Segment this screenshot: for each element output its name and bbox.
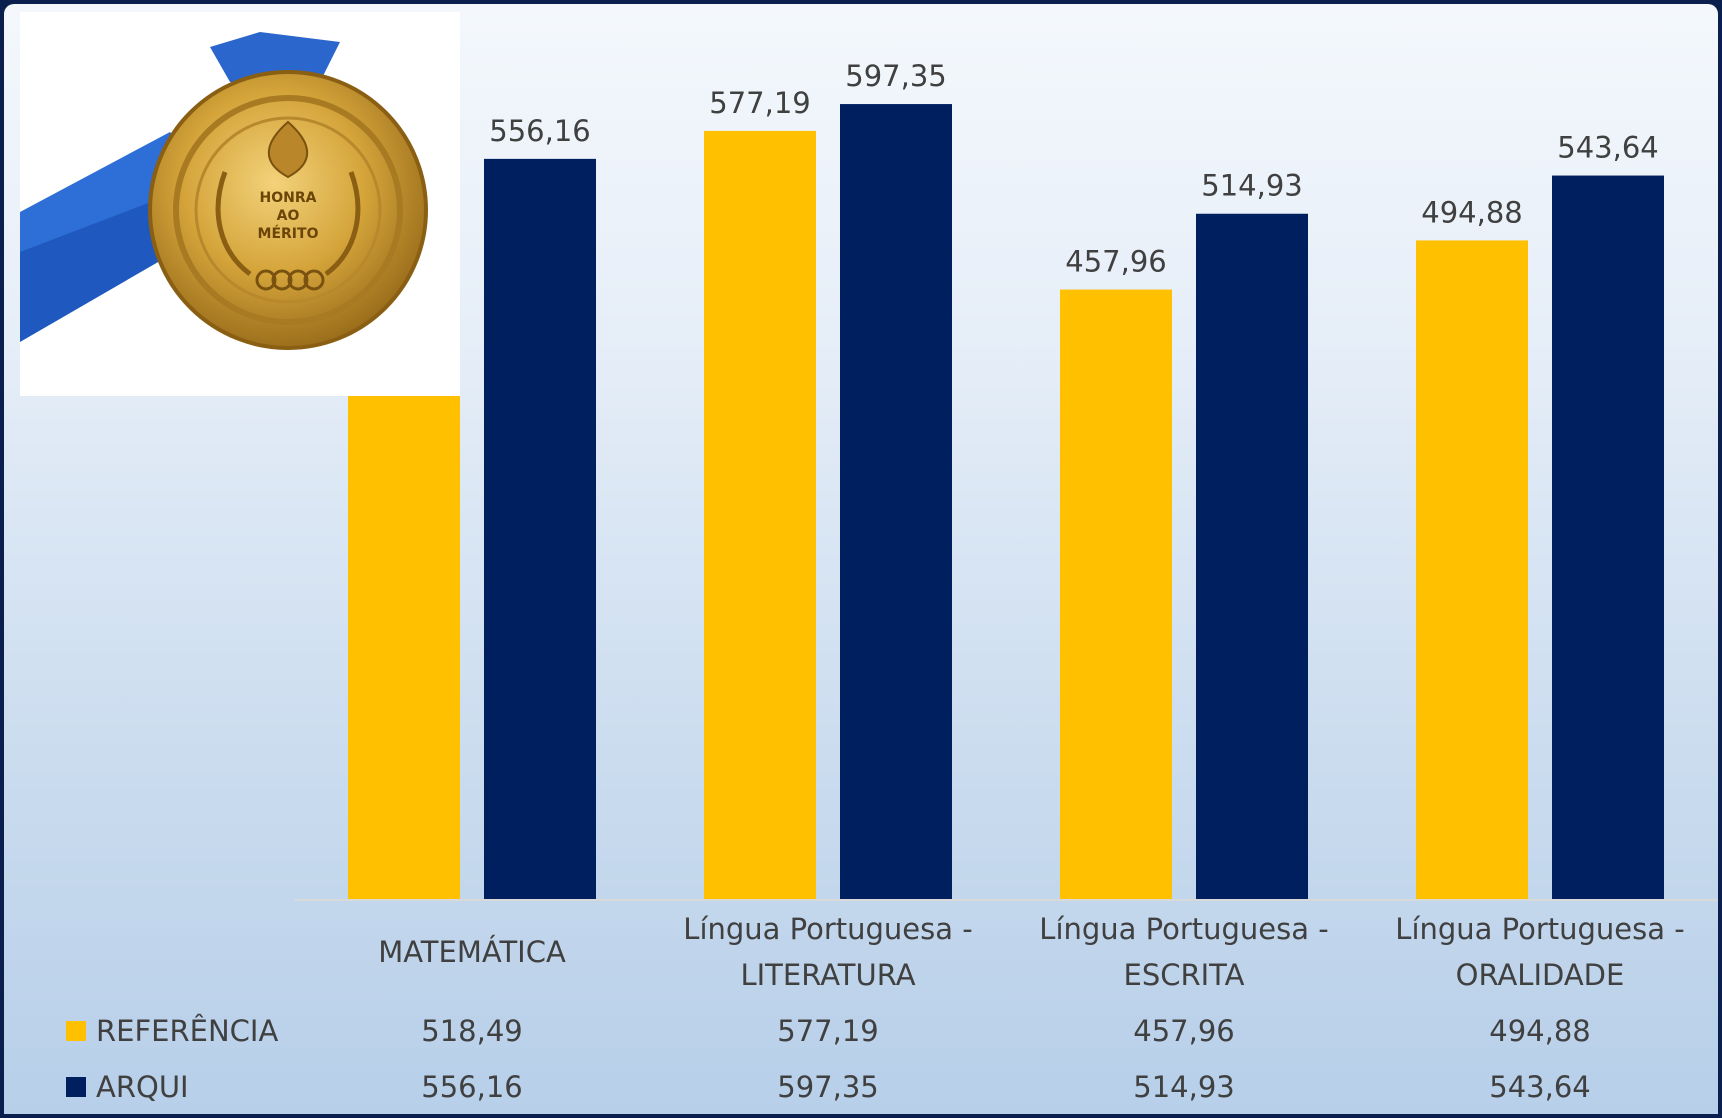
category-label-2-1: ESCRITA: [1124, 958, 1245, 992]
table-cell-arqui-1: 597,35: [777, 1070, 878, 1104]
legend-label-arqui: ARQUI: [96, 1070, 189, 1104]
category-label-3-1: ORALIDADE: [1456, 958, 1625, 992]
table-cell-arqui-3: 543,64: [1489, 1070, 1590, 1104]
value-label-arqui-3: 543,64: [1557, 131, 1658, 165]
value-label-arqui-2: 514,93: [1201, 169, 1302, 203]
category-labels-group: MATEMÁTICA Língua Portuguesa - LITERATURA L…: [378, 912, 1685, 992]
bar-referencia-1: [704, 131, 816, 899]
data-table: 518,49 556,16 577,19 597,35 457,96 514,93 494,…: [66, 1014, 1591, 1104]
bar-arqui-2: [1196, 214, 1308, 899]
table-cell-referencia-1: 577,19: [777, 1014, 878, 1048]
bar-arqui-1: [840, 104, 952, 899]
medal-text-line-1: HONRA: [260, 190, 317, 206]
medal-image: HONRA AO MÉRITO: [20, 12, 460, 396]
table-cell-referencia-2: 457,96: [1133, 1014, 1234, 1048]
bar-arqui-0: [484, 159, 596, 899]
medal-text-line-3: MÉRITO: [258, 225, 319, 242]
value-label-referencia-3: 494,88: [1421, 195, 1522, 229]
chart-frame: 518,49 556,16 577,19 597,35 457,96 514,93 494,…: [4, 4, 1718, 1114]
medal-text-line-2: AO: [277, 208, 300, 224]
bar-referencia-2: [1060, 290, 1172, 899]
table-cell-referencia-0: 518,49: [421, 1014, 522, 1048]
table-cell-arqui-2: 514,93: [1133, 1070, 1234, 1104]
category-label-2-0: Língua Portuguesa -: [1039, 912, 1328, 946]
legend-key-referencia: [66, 1021, 86, 1041]
category-label-3-0: Língua Portuguesa -: [1395, 912, 1684, 946]
table-cell-arqui-0: 556,16: [421, 1070, 522, 1104]
bar-referencia-3: [1416, 240, 1528, 899]
category-label-1-1: LITERATURA: [740, 958, 915, 992]
value-label-referencia-1: 577,19: [709, 86, 810, 120]
value-label-arqui-0: 556,16: [489, 114, 590, 148]
legend-key-arqui: [66, 1077, 86, 1097]
category-label-0-0: MATEMÁTICA: [378, 935, 566, 969]
table-cell-referencia-3: 494,88: [1489, 1014, 1590, 1048]
category-label-1-0: Língua Portuguesa -: [683, 912, 972, 946]
value-label-arqui-1: 597,35: [845, 59, 946, 93]
value-label-referencia-2: 457,96: [1065, 245, 1166, 279]
legend-label-referencia: REFERÊNCIA: [96, 1014, 278, 1048]
bar-arqui-3: [1552, 176, 1664, 899]
